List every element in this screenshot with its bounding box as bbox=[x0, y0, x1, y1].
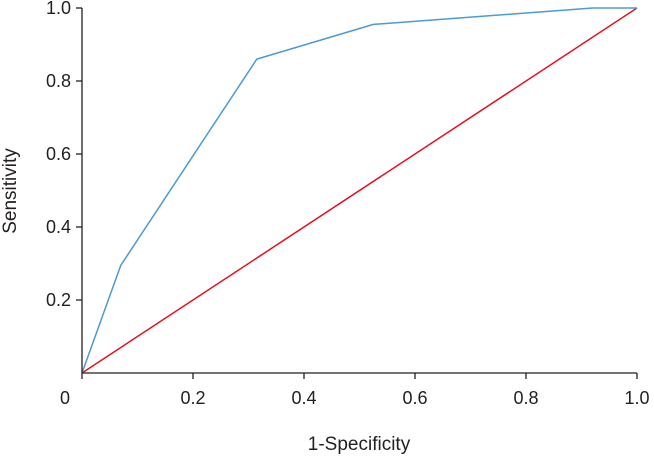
y-tick-label: 0.2 bbox=[46, 290, 71, 310]
axes-layer bbox=[81, 8, 637, 374]
reference-line-line bbox=[81, 7, 638, 374]
x-ticks: 0 0.2 0.4 0.6 0.8 1.0 bbox=[60, 373, 650, 408]
y-tick-label: 0.4 bbox=[46, 217, 71, 237]
y-tick-label: 0.6 bbox=[46, 144, 71, 164]
y-ticks: 0.2 0.4 0.6 0.8 1.0 bbox=[46, 0, 82, 310]
x-axis-title: 1-Specificity bbox=[308, 434, 411, 455]
x-tick-label: 1.0 bbox=[624, 388, 649, 408]
y-tick-label: 0.8 bbox=[46, 71, 71, 91]
x-tick-label: 0 bbox=[60, 388, 70, 408]
series-layer bbox=[81, 7, 638, 374]
x-tick-label: 0.6 bbox=[402, 388, 427, 408]
x-tick-label: 0.2 bbox=[180, 388, 205, 408]
roc-curve-line bbox=[81, 7, 637, 374]
y-axis-title: Sensitivity bbox=[0, 148, 21, 234]
y-tick-label: 1.0 bbox=[46, 0, 71, 18]
x-tick-label: 0.4 bbox=[291, 388, 316, 408]
x-tick-label: 0.8 bbox=[513, 388, 538, 408]
